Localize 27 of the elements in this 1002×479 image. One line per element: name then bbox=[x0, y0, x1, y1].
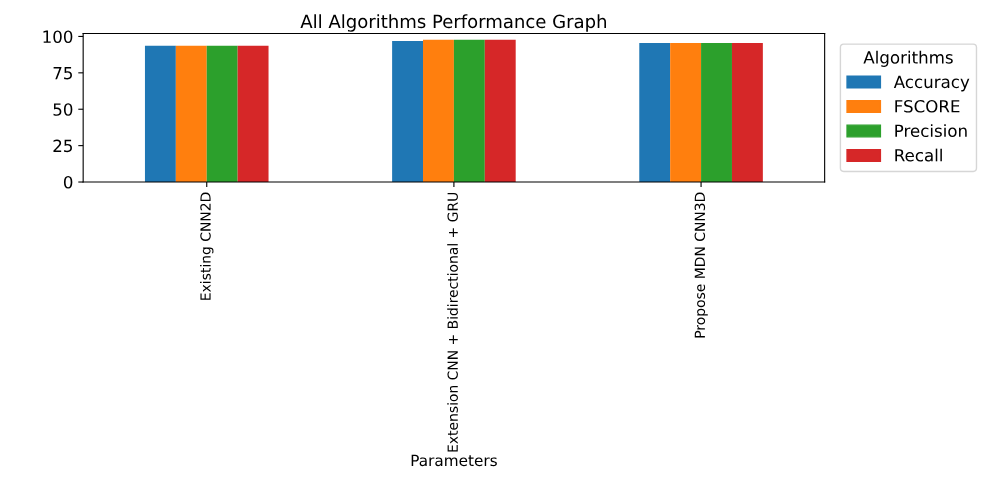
bar bbox=[206, 45, 238, 183]
bar bbox=[423, 39, 454, 183]
legend-title: Algorithms bbox=[863, 50, 953, 67]
bar bbox=[392, 40, 424, 183]
x-tick-label: Existing CNN2D bbox=[200, 192, 214, 300]
legend-label: Accuracy bbox=[893, 75, 970, 92]
y-tick-label: 0 bbox=[63, 175, 73, 189]
bar bbox=[453, 39, 485, 183]
y-tick-label: 75 bbox=[53, 67, 72, 80]
x-tick-label: Propose MDN CNN3D bbox=[694, 192, 708, 338]
legend-label: Precision bbox=[895, 124, 967, 138]
bar bbox=[701, 42, 732, 183]
bar bbox=[670, 42, 702, 183]
chart-title: All Algorithms Performance Graph bbox=[300, 14, 606, 32]
legend-label: FSCORE bbox=[895, 100, 960, 113]
y-tick-label: 100 bbox=[43, 30, 73, 44]
y-tick-label: 50 bbox=[53, 103, 73, 116]
bar bbox=[484, 39, 516, 183]
x-tick-label: Extension CNN + Bidirectional + GRU bbox=[447, 192, 458, 452]
y-tick-label: 25 bbox=[53, 139, 72, 153]
legend-label: Recall bbox=[895, 148, 942, 162]
bar bbox=[639, 42, 671, 183]
x-axis-title: Parameters bbox=[411, 454, 497, 467]
bar bbox=[144, 45, 176, 183]
bar bbox=[731, 42, 763, 183]
bar bbox=[237, 45, 269, 183]
bar bbox=[175, 45, 207, 183]
